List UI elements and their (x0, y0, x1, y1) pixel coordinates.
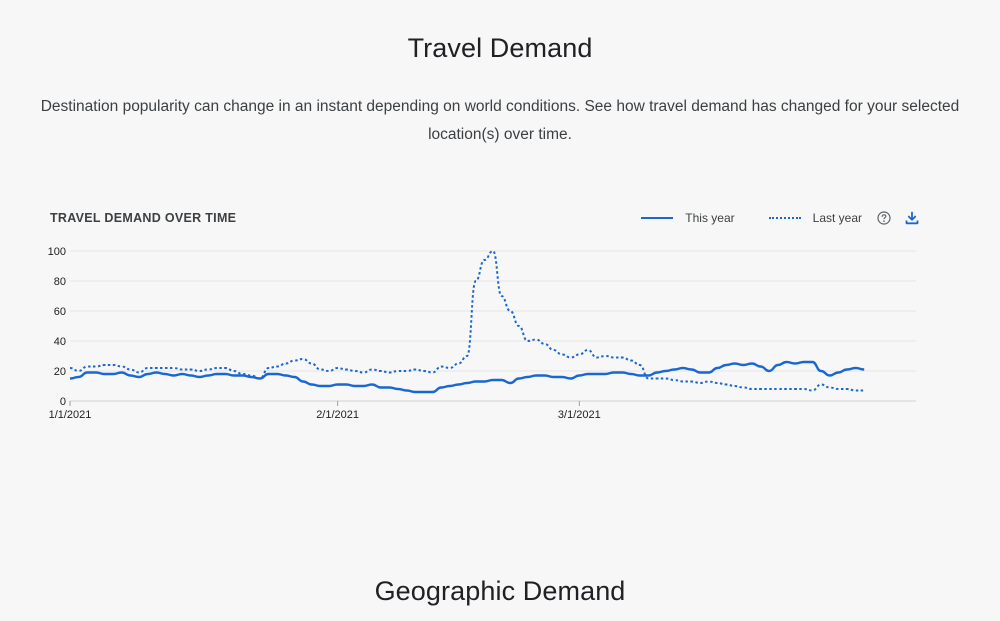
y-tick-label: 20 (54, 366, 66, 378)
y-tick-label: 100 (48, 246, 66, 258)
travel-demand-description: Destination popularity can change in an … (40, 98, 960, 143)
download-icon[interactable] (904, 210, 920, 226)
chart-series (69, 250, 865, 394)
help-circle-icon[interactable] (876, 210, 892, 226)
travel-demand-title: Travel Demand (407, 33, 593, 63)
chart-axes: 0 20 40 60 80 100 1/1/2021 2/1/2021 3/1/2021 (48, 246, 601, 421)
x-tick-label: 2/1/2021 (316, 409, 359, 421)
geographic-demand-title: Geographic Demand (374, 576, 626, 606)
y-tick-label: 60 (54, 306, 66, 318)
chart-legend: This year Last year (641, 210, 920, 226)
travel-demand-chart-card: 0 20 40 60 80 100 1/1/2021 2/1/2021 3/1/2021 TRA… (40, 198, 925, 438)
chart-heading: TRAVEL DEMAND OVER TIME (50, 211, 237, 225)
series-line-this-year[interactable] (69, 360, 865, 394)
y-tick-label: 80 (54, 276, 66, 288)
x-tick-label: 3/1/2021 (558, 409, 601, 421)
legend-last-year-label: Last year (812, 211, 862, 225)
chart-grid (70, 250, 916, 402)
legend-dotted-line-swatch (768, 217, 801, 219)
y-tick-label: 0 (60, 396, 66, 408)
legend-this-year-label: This year (685, 211, 735, 225)
x-tick-label: 1/1/2021 (49, 409, 92, 421)
legend-this-year[interactable]: This year (641, 211, 735, 225)
travel-demand-chart: 0 20 40 60 80 100 1/1/2021 2/1/2021 3/1/2021 (48, 246, 916, 421)
y-tick-label: 40 (54, 336, 66, 348)
series-line-last-year[interactable] (69, 250, 865, 392)
legend-solid-line-swatch (641, 217, 674, 219)
legend-last-year[interactable]: Last year (768, 211, 862, 225)
